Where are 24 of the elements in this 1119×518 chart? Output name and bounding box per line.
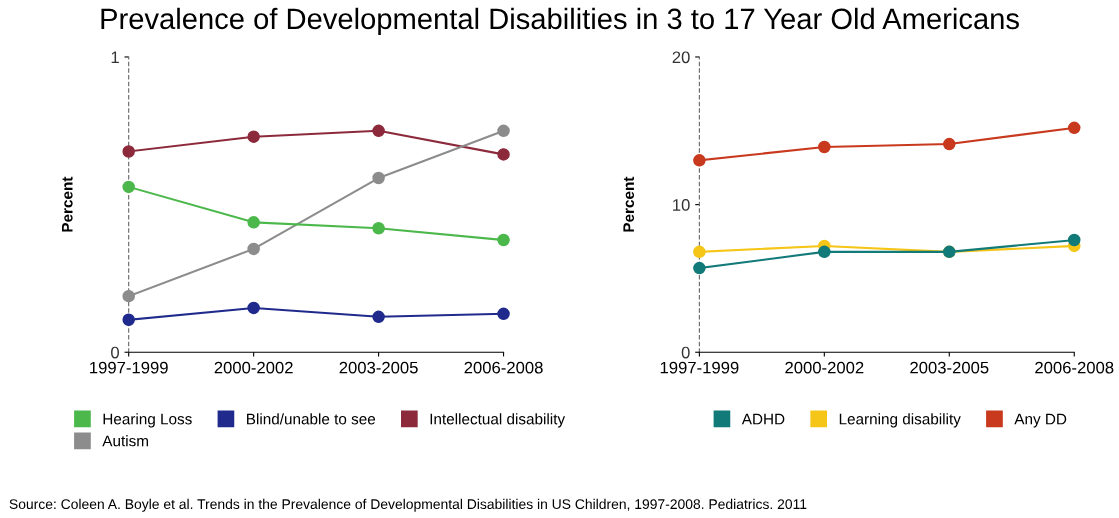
y-axis-title: Percent (623, 176, 635, 232)
x-tick-label: 2006-2008 (1035, 361, 1114, 374)
chart-title: Prevalence of Developmental Disabilities in 3 to 17 Year Old Americans (101, 7, 1019, 35)
y-tick-label: 10 (673, 199, 690, 211)
legend-label: Intellectual disability (430, 413, 566, 428)
legend-label: ADHD (741, 413, 785, 425)
y-tick-label: 0 (681, 346, 690, 359)
legend-label: Learning disability (839, 413, 961, 428)
x-tick-label: 2000-2002 (785, 361, 864, 374)
x-tick-label: 2003-2005 (339, 361, 418, 374)
legend-label: Hearing Loss (103, 413, 192, 428)
x-tick-label: 2000-2002 (214, 361, 293, 374)
legend-label: Blind/unable to see (247, 413, 376, 425)
legend-label: Autism (102, 435, 148, 447)
source-note: Source: Coleen A. Boyle et al. Trends in the Prevalence of Developmental Disabilities in US Children, 1997-2008. Pediatrics. 2011 (9, 498, 807, 512)
y-axis-title: Percent (61, 176, 73, 232)
legend-label: Any DD (1014, 413, 1067, 428)
x-tick-label: 2006-2008 (464, 361, 543, 374)
y-tick-label: 20 (672, 51, 690, 64)
x-tick-label: 2003-2005 (910, 361, 989, 374)
x-tick-label: 1997-1999 (660, 361, 739, 374)
y-tick-label: 0 (111, 346, 120, 359)
x-tick-label: 1997-1999 (90, 361, 168, 374)
y-tick-label: 1 (111, 51, 119, 64)
